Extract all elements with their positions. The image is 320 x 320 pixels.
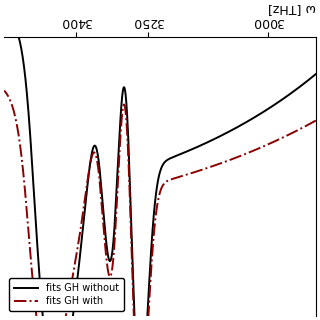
Line: fits GH without: fits GH without bbox=[4, 17, 316, 320]
fits GH with bbox=[201, 167, 205, 171]
fits GH with bbox=[116, 183, 120, 187]
fits GH without bbox=[116, 166, 120, 170]
fits GH with bbox=[130, 241, 133, 244]
fits GH with bbox=[2, 89, 6, 92]
fits GH without bbox=[2, 15, 6, 19]
fits GH without bbox=[298, 84, 302, 88]
fits GH with bbox=[66, 301, 70, 305]
fits GH without bbox=[83, 209, 87, 213]
Line: fits GH with: fits GH with bbox=[4, 91, 316, 320]
fits GH with bbox=[314, 119, 318, 123]
Text: ω [THz]: ω [THz] bbox=[268, 2, 316, 15]
fits GH with bbox=[83, 199, 87, 203]
fits GH without bbox=[314, 72, 318, 76]
fits GH without bbox=[130, 223, 133, 227]
fits GH without bbox=[201, 142, 205, 146]
fits GH with bbox=[298, 127, 302, 131]
Legend: fits GH without, fits GH with: fits GH without, fits GH with bbox=[9, 278, 124, 311]
